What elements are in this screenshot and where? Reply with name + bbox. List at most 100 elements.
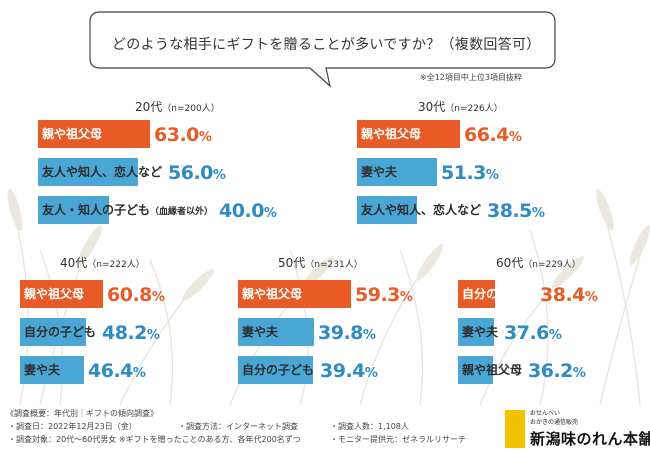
bar-value: 48.2%	[102, 318, 160, 346]
panel-n: （n=222人）	[87, 260, 145, 270]
bar-value: 38.5%	[487, 196, 545, 224]
panel-title: 40代（n=222人）	[60, 254, 145, 271]
bar-label: 妻や夫	[462, 325, 499, 339]
panel-n: （n=226人）	[445, 104, 503, 114]
bar-value: 39.4%	[320, 356, 378, 384]
bar-value-number: 63.0	[154, 124, 199, 146]
bar-60代-2	[458, 318, 494, 346]
bar-label: 友人や知人、恋人など	[361, 203, 482, 217]
panel-title: 20代（n=200人）	[135, 98, 220, 115]
bar-value: 63.0%	[154, 120, 212, 148]
panel-age: 30代	[418, 100, 446, 114]
bar-value: 37.6%	[504, 318, 562, 346]
question-text: どのような相手にギフトを贈ることが多いですか？（複数回答可）	[112, 37, 541, 53]
bar-label: 自分の子ども	[242, 363, 315, 377]
panel-title: 60代（n=229人）	[496, 254, 581, 271]
bar-value-unit: %	[508, 130, 522, 145]
bar-label: 親や祖父母	[24, 287, 85, 301]
bar-value-unit: %	[572, 366, 586, 381]
panel-age: 20代	[135, 100, 163, 114]
bar-label-note: （血縁者以外）	[150, 207, 214, 217]
bar-60代-3	[458, 356, 493, 384]
bar-50代-3	[238, 356, 313, 384]
bar-30代-3	[357, 196, 417, 224]
bar-label: 友人・知人の子ども（血縁者以外）	[42, 203, 214, 217]
bar-40代-3	[20, 356, 84, 384]
bar-value-number: 59.3	[355, 284, 400, 306]
bar-value-unit: %	[198, 130, 212, 145]
survey-date: ・調査日：2022年12月23日（金）	[8, 422, 137, 431]
bar-value-unit: %	[263, 206, 277, 221]
bar-value: 56.0%	[168, 158, 226, 186]
bar-value-unit: %	[364, 366, 378, 381]
bar-value: 38.4%	[540, 280, 598, 308]
bar-label: 妻や夫	[361, 165, 398, 179]
bar-value-unit: %	[399, 290, 413, 305]
bar-value-unit: %	[531, 206, 545, 221]
bar-20代-2	[38, 158, 138, 186]
bar-20代-1	[38, 120, 150, 148]
bar-50代-2	[238, 318, 314, 346]
bar-label: 親や祖父母	[361, 127, 422, 141]
bar-value-number: 60.8	[107, 284, 152, 306]
bar-value: 46.4%	[88, 356, 146, 384]
panel-age: 60代	[496, 256, 524, 270]
bar-20代-3	[38, 196, 109, 224]
bar-value-number: 40.0	[219, 200, 264, 222]
bar-label: 親や祖父母	[242, 287, 303, 301]
bar-value-unit: %	[485, 168, 499, 183]
logo-tagline-1: おせんべい	[530, 410, 561, 417]
bar-label: 妻や夫	[242, 325, 279, 339]
bar-value: 60.8%	[107, 280, 165, 308]
bar-value-number: 51.3	[441, 162, 486, 184]
bar-value-unit: %	[146, 328, 160, 343]
panel-age: 50代	[278, 256, 306, 270]
bar-value-number: 48.2	[102, 322, 147, 344]
bar-value: 39.8%	[318, 318, 376, 346]
logo-mark	[505, 410, 525, 448]
survey-target: ・調査対象：20代〜60代男女 ※ギフトを贈ったことのある方、各年代200名ずつ	[8, 435, 301, 444]
panel-title: 50代（n=231人）	[278, 254, 363, 271]
bar-value-unit: %	[584, 290, 598, 305]
bar-label: 親や祖父母	[462, 363, 523, 377]
survey-provider: ・モニター提供元：ゼネラルリサーチ	[330, 435, 466, 444]
bar-value: 40.0%	[219, 196, 277, 224]
bar-label: 友人や知人、恋人など	[42, 165, 163, 179]
bar-value-number: 66.4	[464, 124, 509, 146]
bar-value-number: 37.6	[504, 322, 549, 344]
bar-40代-2	[20, 318, 86, 346]
panel-n: （n=231人）	[305, 260, 363, 270]
bar-value-number: 36.2	[528, 360, 573, 382]
bar-label: 自分の子ども	[24, 325, 97, 339]
bar-50代-1	[238, 280, 351, 308]
bar-value: 51.3%	[441, 158, 499, 186]
bar-label: 親や祖父母	[42, 127, 103, 141]
bar-value: 66.4%	[464, 120, 522, 148]
bar-label: 自分の子ども	[462, 287, 535, 301]
panel-n: （n=229人）	[523, 260, 581, 270]
bar-value-unit: %	[132, 366, 146, 381]
bar-value-number: 56.0	[168, 162, 213, 184]
bar-value-unit: %	[151, 290, 165, 305]
bar-value-unit: %	[548, 328, 562, 343]
logo-tagline-2: おかきの通信販売	[530, 419, 579, 426]
panel-title: 30代（n=226人）	[418, 98, 503, 115]
survey-count: ・調査人数：1,108人	[330, 422, 409, 431]
logo-tagline: おせんべい おかきの通信販売	[530, 409, 578, 427]
bar-30代-1	[357, 120, 460, 148]
bar-value-number: 46.4	[88, 360, 133, 382]
bar-value-unit: %	[362, 328, 376, 343]
bar-label: 妻や夫	[24, 363, 61, 377]
bar-value-number: 38.4	[540, 284, 585, 306]
bar-value: 59.3%	[355, 280, 413, 308]
bar-value: 36.2%	[528, 356, 586, 384]
panel-n: （n=200人）	[162, 104, 220, 114]
panel-age: 40代	[60, 256, 88, 270]
question-bubble	[89, 11, 556, 88]
bar-30代-2	[357, 158, 437, 186]
bar-60代-1	[458, 280, 495, 308]
bar-40代-1	[20, 280, 103, 308]
survey-method: ・調査方法：インターネット調査	[178, 422, 298, 431]
survey-title: 《調査概要：年代別｜ギフトの傾向調査》	[6, 409, 158, 418]
bar-value-number: 39.8	[318, 322, 363, 344]
